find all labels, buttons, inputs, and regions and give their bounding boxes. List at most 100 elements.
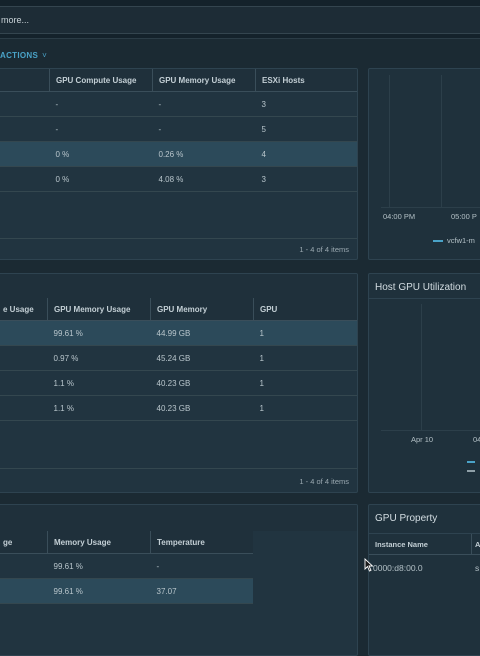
divider [369,533,480,534]
cell: 1.1 % [47,370,151,396]
grid-line [421,304,422,430]
x-axis-line [381,430,480,431]
column-header[interactable]: Memory Usage [47,531,151,554]
panel-header [0,274,357,298]
column-header[interactable] [0,69,50,92]
cell: 1 [253,345,357,371]
cell: 1 [253,395,357,421]
grid-line [441,75,442,207]
table-row[interactable]: 1.1 % 40.23 GB 1 [0,370,357,396]
panel-header [0,505,357,531]
mouse-cursor-icon [364,558,374,572]
column-header[interactable]: GPU Memory Usage [152,69,256,92]
actions-bar: ACTIONS ˅ [0,40,480,68]
x-axis-line [381,207,480,208]
column-header[interactable]: ESXi Hosts [255,69,357,92]
cell: - [152,116,256,142]
legend-label: vcfw1-m [447,236,475,245]
table-row[interactable]: 1.1 % 40.23 GB 1 [0,395,357,421]
cell: 99.61 % [47,553,151,579]
cell: 45.24 GB [150,345,254,371]
x-tick-label: 04 [473,435,480,444]
divider [0,238,357,239]
cell: 99.61 % [47,320,151,346]
cell: - [49,91,153,117]
legend-swatch [467,470,475,472]
chevron-down-icon: ˅ [42,51,48,60]
table-header-row: GPU Compute Usage GPU Memory Usage ESXi … [0,69,357,92]
hosts-panel: e Usage GPU Memory Usage GPU Memory GPU … [0,273,358,493]
table-header-row: e Usage GPU Memory Usage GPU Memory GPU [0,298,357,321]
cell [0,553,48,579]
top-bar: more... [0,0,480,39]
legend-swatch [467,461,475,463]
grid-line [389,75,390,207]
cell: 3 [255,91,357,117]
column-header[interactable]: Temperature [150,531,253,554]
x-tick-label: 05:00 P [451,212,477,221]
cell: 4.08 % [152,166,256,192]
cell: 1 [253,320,357,346]
column-divider [471,534,472,554]
cell: 1.1 % [47,395,151,421]
pagination-text: 1 - 4 of 4 items [299,245,349,254]
cell [0,345,48,371]
column-header[interactable]: GPU Compute Usage [49,69,153,92]
cell: 4 [255,141,357,167]
instance-name: 0000:d8:00.0 [373,563,423,573]
gpus-table: ge Memory Usage Temperature 99.61 % - 99… [0,531,253,604]
column-header[interactable]: ge [0,531,48,554]
search-input[interactable]: more... [0,6,480,34]
cell [0,395,48,421]
cell [0,370,48,396]
divider [369,554,480,555]
table-row[interactable]: - - 5 [0,116,357,142]
table-row[interactable]: 0 % 4.08 % 3 [0,166,357,192]
cell: 0.26 % [152,141,256,167]
cell: 37.07 [150,578,253,604]
cell: 5 [255,116,357,142]
x-tick-label: Apr 10 [411,435,434,444]
divider [369,298,480,299]
clusters-panel: GPU Compute Usage GPU Memory Usage ESXi … [0,68,358,260]
table-header-row: ge Memory Usage Temperature [0,531,253,554]
property-value: s [475,563,480,573]
cell: 40.23 GB [150,370,254,396]
column-header[interactable]: GPU Memory [150,298,254,321]
column-header[interactable]: Instance Name [375,540,428,549]
column-header[interactable]: e Usage [0,298,48,321]
host-gpu-utilization-panel: Host GPU Utilization Apr 10 04 [368,273,480,493]
cell: 99.61 % [47,578,151,604]
pagination-text: 1 - 4 of 4 items [299,477,349,486]
panel-title: GPU Property [375,513,438,524]
table-row[interactable]: 0 % 0.26 % 4 [0,141,357,167]
gpus-panel: ge Memory Usage Temperature 99.61 % - 99… [0,504,358,656]
table-row[interactable]: 99.61 % - [0,553,253,579]
table-row[interactable]: - - 3 [0,91,357,117]
cell: 3 [255,166,357,192]
cell [0,320,48,346]
cell: 44.99 GB [150,320,254,346]
chart-title: Host GPU Utilization [375,282,467,293]
table-row[interactable]: 99.61 % 37.07 [0,578,253,604]
column-header[interactable]: GPU [253,298,357,321]
cell: 40.23 GB [150,395,254,421]
clusters-table: GPU Compute Usage GPU Memory Usage ESXi … [0,69,357,192]
divider [0,468,357,469]
cell: - [49,116,153,142]
actions-button[interactable]: ACTIONS ˅ [0,51,47,60]
cell: 1 [253,370,357,396]
column-header[interactable]: A [475,540,480,549]
actions-label: ACTIONS [0,51,39,60]
cell: 0 % [49,141,153,167]
cell [0,578,48,604]
cell: - [152,91,256,117]
table-row[interactable]: 99.61 % 44.99 GB 1 [0,320,357,346]
search-text: more... [1,15,30,25]
column-header[interactable]: GPU Memory Usage [47,298,151,321]
cell: 0.97 % [47,345,151,371]
gpu-property-panel: GPU Property Instance Name A 0000:d8:00.… [368,504,480,656]
cell: - [150,553,253,579]
x-tick-label: 04:00 PM [383,212,416,221]
table-row[interactable]: 0.97 % 45.24 GB 1 [0,345,357,371]
